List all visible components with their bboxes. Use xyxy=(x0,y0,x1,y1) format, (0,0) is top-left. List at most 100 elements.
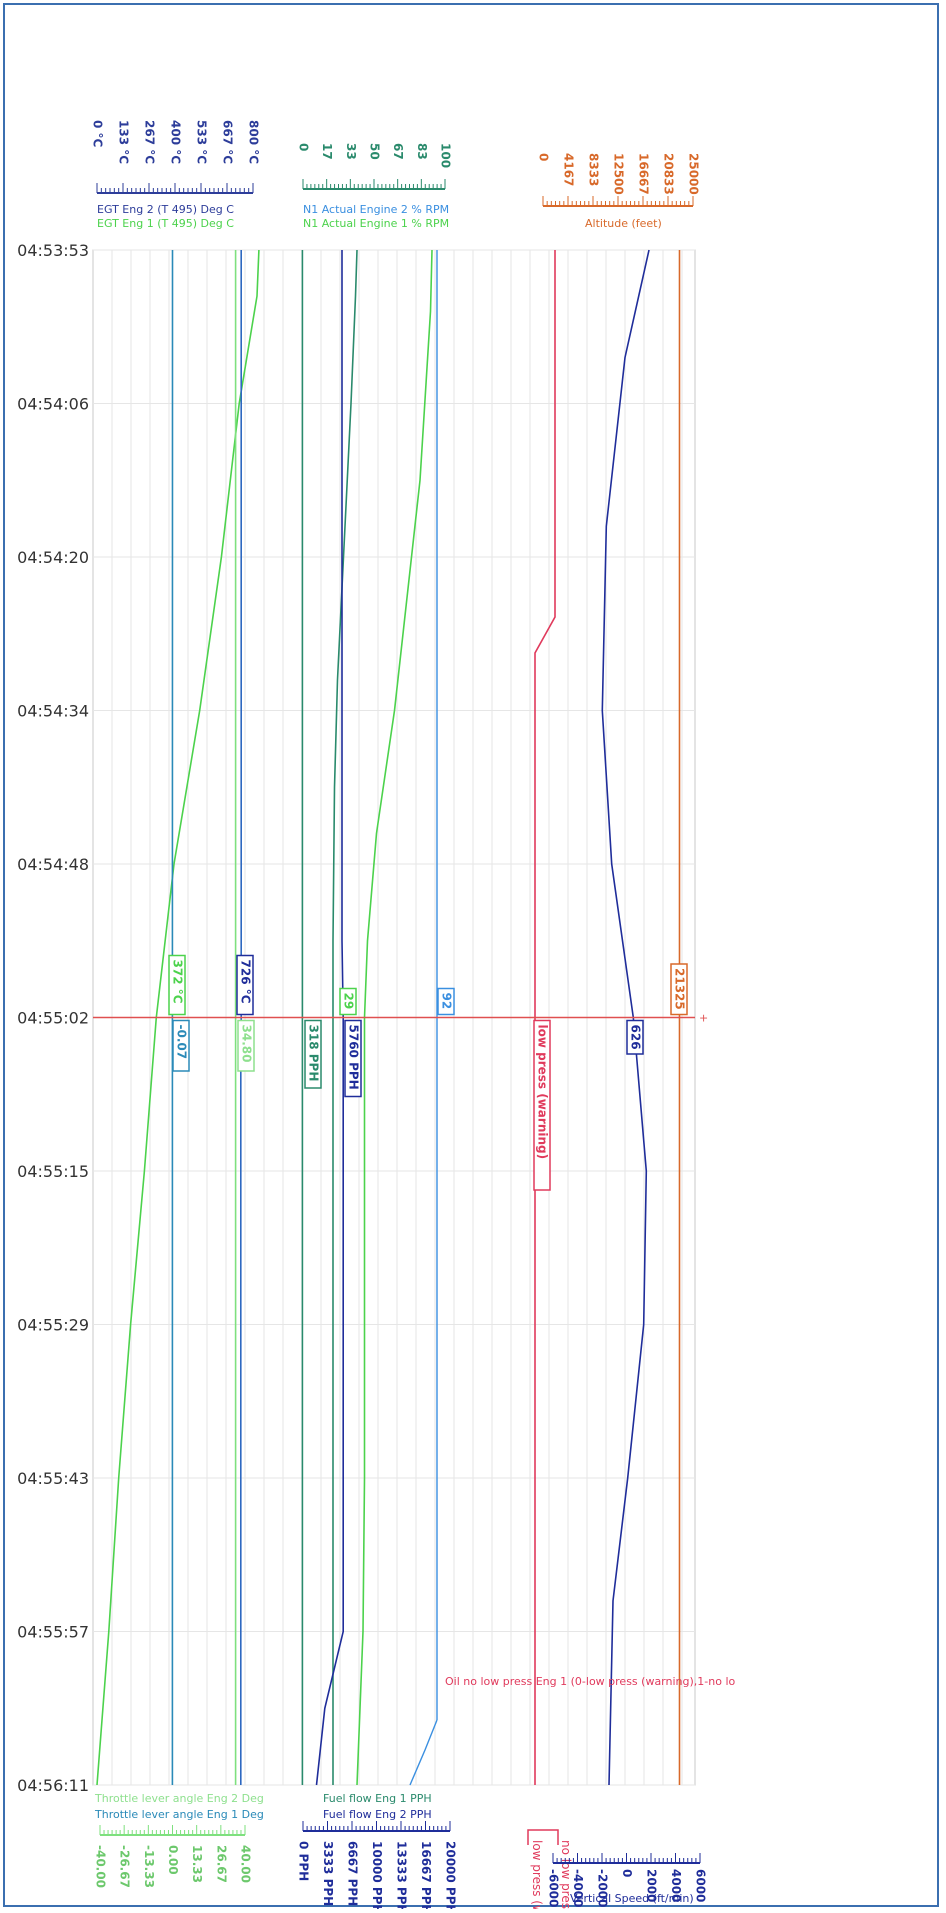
vspeed-axis-label: Vertical Speed (ft/min) xyxy=(570,1892,694,1905)
egt-eng1-axis-label: EGT Eng 1 (T 495) Deg C xyxy=(97,217,234,230)
egt-axis xyxy=(96,183,254,194)
cursor-label-fuel1: 318 PPH xyxy=(304,1019,322,1089)
vspeed-axis-tick-label: 0 xyxy=(620,1869,634,1877)
egt-axis-tick-label: 800 °C xyxy=(247,120,261,164)
cursor-label-altitude: 21325 xyxy=(670,963,688,1016)
time-tick-label: 04:54:06 xyxy=(17,395,89,414)
cursor-plus: + xyxy=(699,1012,708,1025)
altitude-axis-tick-label: 16667 xyxy=(637,153,651,195)
vspeed-axis-tick-label: 2000 xyxy=(645,1869,659,1902)
throttle-eng2-axis-label: Throttle lever angle Eng 2 Deg xyxy=(94,1792,264,1805)
vspeed-axis-tick-label: 6000 xyxy=(694,1869,708,1902)
vspeed-axis-tick-label: -6000 xyxy=(547,1869,561,1907)
cursor-layer: +372 °C 726 °C -0.07 34.80 318 PPH 5760 PPH 29… xyxy=(93,954,736,1688)
fuel-axis-tick-label: 13333 PPH xyxy=(395,1841,409,1909)
cursor-label-egt1: 372 °C xyxy=(168,954,186,1016)
cursor-label-n1-eng2-text: 92 xyxy=(440,993,454,1010)
time-tick-label: 04:55:57 xyxy=(17,1623,89,1642)
time-tick-label: 04:55:43 xyxy=(17,1469,89,1488)
cursor-label-fuel2: 5760 PPH xyxy=(344,1019,362,1098)
chart-frame: 04:53:53 04:54:06 04:54:20 04:54:34 04:54:48… xyxy=(3,3,939,1909)
n1-axis-tick-label: 0 xyxy=(297,143,311,151)
cursor-label-fuel2-text: 5760 PPH xyxy=(347,1025,361,1090)
throttle-axis-tick-label: -26.67 xyxy=(118,1845,132,1888)
fuel-axis-tick-label: 3333 PPH xyxy=(321,1841,335,1906)
altitude-axis-tick-label: 4167 xyxy=(562,153,576,186)
throttle-axis-tick-label: -13.33 xyxy=(142,1845,156,1888)
altitude-axis xyxy=(542,196,694,207)
egt-axis-tick-label: 533 °C xyxy=(195,120,209,164)
fuel-axis-tick-label: 16667 PPH xyxy=(419,1841,433,1909)
time-tick-label: 04:54:20 xyxy=(17,548,89,567)
cursor-label-egt1-text: 372 °C xyxy=(171,960,185,1004)
throttle-axis-tick-label: 0.00 xyxy=(166,1845,180,1875)
cursor-label-n1-eng1: 29 xyxy=(339,987,357,1016)
cursor-label-egt2-box xyxy=(236,954,254,1016)
cursor-label-oil-text: low press (warning) xyxy=(536,1025,550,1160)
time-tick-label: 04:55:02 xyxy=(17,1009,89,1028)
throttle-axis xyxy=(99,1825,246,1836)
top-axes: 0 °C 133 °C 267 °C 400 °C 533 °C 667 °C 800 °C… xyxy=(91,120,701,230)
fuel-eng2-axis-label: Fuel flow Eng 2 PPH xyxy=(323,1808,432,1821)
n1-axis-tick-label: 17 xyxy=(320,143,334,160)
egt-axis-tick-label: 0 °C xyxy=(91,120,105,148)
cursor-label-egt2: 726 °C xyxy=(236,954,254,1016)
throttle-axis-tick-label: 40.00 xyxy=(239,1845,253,1883)
series-line-oil xyxy=(534,250,556,1785)
cursor-label-altitude-box xyxy=(670,963,688,1016)
n1-axis-tick-label: 67 xyxy=(391,143,405,160)
series-layer xyxy=(96,249,681,1786)
cursor-label-fuel1-text: 318 PPH xyxy=(307,1025,321,1082)
series-line-7 xyxy=(315,250,345,1786)
n1-axis-tick-label: 100 xyxy=(439,143,453,168)
n1-axis-tick-label: 83 xyxy=(415,143,429,160)
vspeed-axis xyxy=(552,1853,701,1864)
oil-series-annotation: Oil no low press Eng 1 (0-low press (war… xyxy=(445,1675,736,1688)
oil-axis-tick-label: low press (warning) xyxy=(530,1840,544,1909)
cursor-label-n1-eng2: 92 xyxy=(437,987,455,1016)
cursor-label-throttle1-text: -0.07 xyxy=(175,1025,189,1060)
fuel-axis xyxy=(302,1821,451,1832)
cursor-label-oil-box xyxy=(533,1019,551,1191)
throttle-axis-tick-label: 13.33 xyxy=(190,1845,204,1883)
time-tick-label: 04:53:53 xyxy=(17,241,89,260)
egt-axis-tick-label: 667 °C xyxy=(221,120,235,164)
n1-axis-tick-label: 33 xyxy=(344,143,358,160)
vspeed-axis-tick-label: 4000 xyxy=(669,1869,683,1902)
egt-axis-tick-label: 133 °C xyxy=(117,120,131,164)
egt-axis-tick-label: 267 °C xyxy=(143,120,157,164)
cursor-label-throttle1: -0.07 xyxy=(172,1019,190,1072)
bottom-axes: Throttle lever angle Eng 2 Deg Throttle l… xyxy=(94,1792,708,1909)
time-tick-label: 04:56:11 xyxy=(17,1776,89,1795)
n1-eng1-axis-label: N1 Actual Engine 1 % RPM xyxy=(303,217,449,230)
cursor-label-oil: low press (warning) xyxy=(533,1019,551,1191)
time-axis: 04:53:53 04:54:06 04:54:20 04:54:34 04:54:48… xyxy=(17,241,89,1795)
cursor-label-vspeed-text: 626 xyxy=(629,1025,643,1050)
n1-axis xyxy=(302,179,446,190)
altitude-axis-tick-label: 25000 xyxy=(687,153,701,195)
cursor-label-fuel1-box xyxy=(304,1019,322,1089)
time-tick-label: 04:55:29 xyxy=(17,1316,89,1335)
time-tick-label: 04:54:34 xyxy=(17,702,89,721)
n1-eng2-axis-label: N1 Actual Engine 2 % RPM xyxy=(303,203,449,216)
cursor-label-throttle2-text: 34.80 xyxy=(240,1025,254,1063)
series-line-n1-eng2-tail xyxy=(409,1719,438,1786)
vspeed-axis-tick-label: -4000 xyxy=(571,1869,585,1907)
altitude-axis-tick-label: 20833 xyxy=(662,153,676,195)
throttle-axis-tick-label: -40.00 xyxy=(94,1845,108,1888)
cursor-label-egt2-text: 726 °C xyxy=(239,960,253,1004)
cursor-label-vspeed-box xyxy=(626,1019,644,1055)
fuel-eng1-axis-label: Fuel flow Eng 1 PPH xyxy=(323,1792,432,1805)
oil-axis-bracket xyxy=(527,1829,559,1845)
altitude-axis-tick-label: 12500 xyxy=(612,153,626,195)
altitude-axis-tick-label: 0 xyxy=(537,153,551,161)
cursor-label-throttle2: 34.80 xyxy=(237,1019,255,1072)
altitude-axis-label: Altitude (feet) xyxy=(585,217,662,230)
n1-axis-tick-label: 50 xyxy=(368,143,382,160)
throttle-axis-tick-label: 26.67 xyxy=(214,1845,228,1883)
fuel-axis-tick-label: 20000 PPH xyxy=(444,1841,458,1909)
cursor-label-n1-eng1-text: 29 xyxy=(342,993,356,1010)
fuel-axis-tick-label: 10000 PPH xyxy=(370,1841,384,1909)
time-tick-label: 04:55:15 xyxy=(17,1162,89,1181)
fuel-axis-tick-label: 0 PPH xyxy=(297,1841,311,1881)
